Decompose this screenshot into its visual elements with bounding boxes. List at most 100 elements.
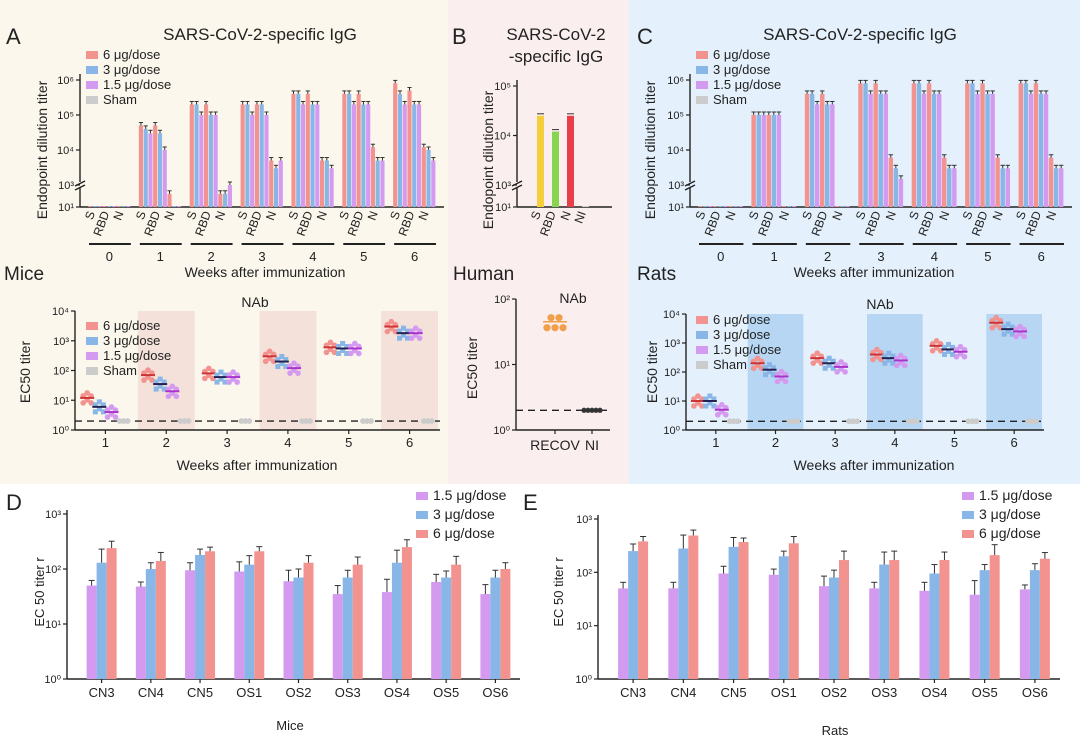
- nab-point: [416, 335, 423, 341]
- y-tick-label: 10⁰: [663, 425, 680, 437]
- bar: [391, 562, 402, 679]
- legend-label: 6 μg/dose: [713, 47, 770, 62]
- legend-label: 6 μg/dose: [103, 47, 160, 62]
- y-tick-label: 10³: [495, 180, 511, 192]
- legend-swatch: [696, 66, 708, 74]
- nab-point: [1009, 331, 1015, 337]
- panel-a-igg-plot: 10¹10³10⁴10⁵10⁶SRBDN0SRBDN1SRBDN2SRBDN3S…: [57, 74, 444, 264]
- nab-point: [1033, 418, 1039, 425]
- igg-bar: [791, 206, 797, 207]
- legend-label: 6 μg/dose: [979, 525, 1041, 541]
- nab-point: [181, 418, 188, 424]
- nab-point: [340, 340, 346, 346]
- nab-point: [1013, 333, 1019, 340]
- nab-point: [287, 370, 293, 376]
- igg-bar: [698, 206, 703, 207]
- x-tick-label: OS1: [236, 685, 262, 700]
- nab-point: [778, 368, 785, 375]
- nab-point: [157, 376, 163, 382]
- nab-point: [1009, 324, 1015, 330]
- nab-point: [1001, 331, 1007, 337]
- axis-break-mark: [511, 184, 523, 191]
- nab-point: [890, 353, 896, 359]
- igg-bar: [1018, 83, 1024, 207]
- nab-point: [412, 325, 419, 331]
- igg-bar: [1000, 168, 1005, 207]
- igg-bar: [176, 206, 182, 207]
- nab-point: [336, 343, 342, 349]
- igg-bar: [820, 93, 825, 207]
- y-tick-label: 10¹: [664, 396, 680, 408]
- nab-point: [691, 403, 697, 409]
- nab-point: [707, 400, 713, 406]
- y-tick-label: 10¹: [45, 619, 61, 631]
- bar: [778, 556, 789, 679]
- nab-point: [942, 344, 948, 350]
- panel-c-igg-ylabel: Endopoint dilution titer: [642, 80, 658, 219]
- y-tick-label: 10³: [664, 338, 680, 350]
- antigen-label: NI: [572, 209, 589, 225]
- igg-bar: [204, 104, 209, 207]
- nab-point: [882, 353, 888, 359]
- nab-point: [870, 356, 876, 363]
- bar: [718, 573, 729, 679]
- nab-point: [854, 418, 860, 425]
- nab-point: [882, 360, 888, 366]
- nab-point: [153, 386, 159, 392]
- nab-point: [763, 365, 769, 371]
- nab-point: [703, 396, 709, 402]
- nab-point: [782, 378, 789, 385]
- panel-c-week-bands: [747, 314, 1042, 430]
- igg-bar: [1005, 168, 1010, 207]
- igg-bar: [223, 193, 228, 207]
- nab-point: [555, 314, 563, 322]
- igg-bar: [733, 206, 738, 207]
- igg-bar: [703, 206, 708, 207]
- x-tick-label: 2: [772, 435, 779, 450]
- x-tick-label: NI: [585, 437, 599, 453]
- igg-bar: [761, 115, 766, 207]
- igg-bar: [213, 115, 218, 207]
- bar: [96, 562, 107, 679]
- nab-point: [946, 341, 952, 347]
- nab-point: [973, 418, 980, 425]
- nab-point: [794, 418, 801, 425]
- bar: [929, 573, 940, 679]
- nab-point: [711, 396, 717, 402]
- panel-a-title: SARS-CoV-2-specific IgG: [163, 25, 357, 44]
- igg-bar: [254, 104, 260, 207]
- igg-bar: [416, 104, 422, 207]
- igg-bar: [781, 206, 787, 207]
- nab-point: [246, 418, 253, 424]
- nab-point: [838, 359, 844, 365]
- nab-point: [397, 335, 402, 341]
- bar: [431, 582, 442, 679]
- week-label: 2: [208, 249, 215, 264]
- igg-bar: [347, 93, 352, 207]
- igg-bar: [250, 115, 255, 207]
- bar: [688, 535, 699, 679]
- x-tick-label: RECOV: [530, 437, 580, 453]
- nab-point: [405, 328, 410, 334]
- bar: [738, 542, 749, 679]
- y-tick-label: 10³: [58, 180, 74, 192]
- y-tick-label: 10⁴: [57, 145, 74, 157]
- nab-point: [348, 350, 354, 357]
- legend-label: 1.5 μg/dose: [433, 487, 507, 503]
- nab-point: [1029, 418, 1035, 425]
- igg-bar: [375, 160, 380, 207]
- week-label: 6: [411, 249, 418, 264]
- x-tick-label: 5: [345, 435, 352, 450]
- nab-point: [929, 348, 936, 354]
- nab-point: [124, 418, 131, 424]
- y-tick-label: 10⁰: [575, 674, 592, 686]
- nab-point: [830, 358, 836, 364]
- igg-bar: [310, 104, 315, 207]
- igg-bar: [426, 150, 431, 207]
- bar: [86, 585, 97, 679]
- legend-swatch: [86, 322, 98, 330]
- x-tick-label: OS4: [384, 685, 410, 700]
- y-tick-label: 10²: [53, 366, 69, 378]
- x-tick-label: 6: [1011, 435, 1018, 450]
